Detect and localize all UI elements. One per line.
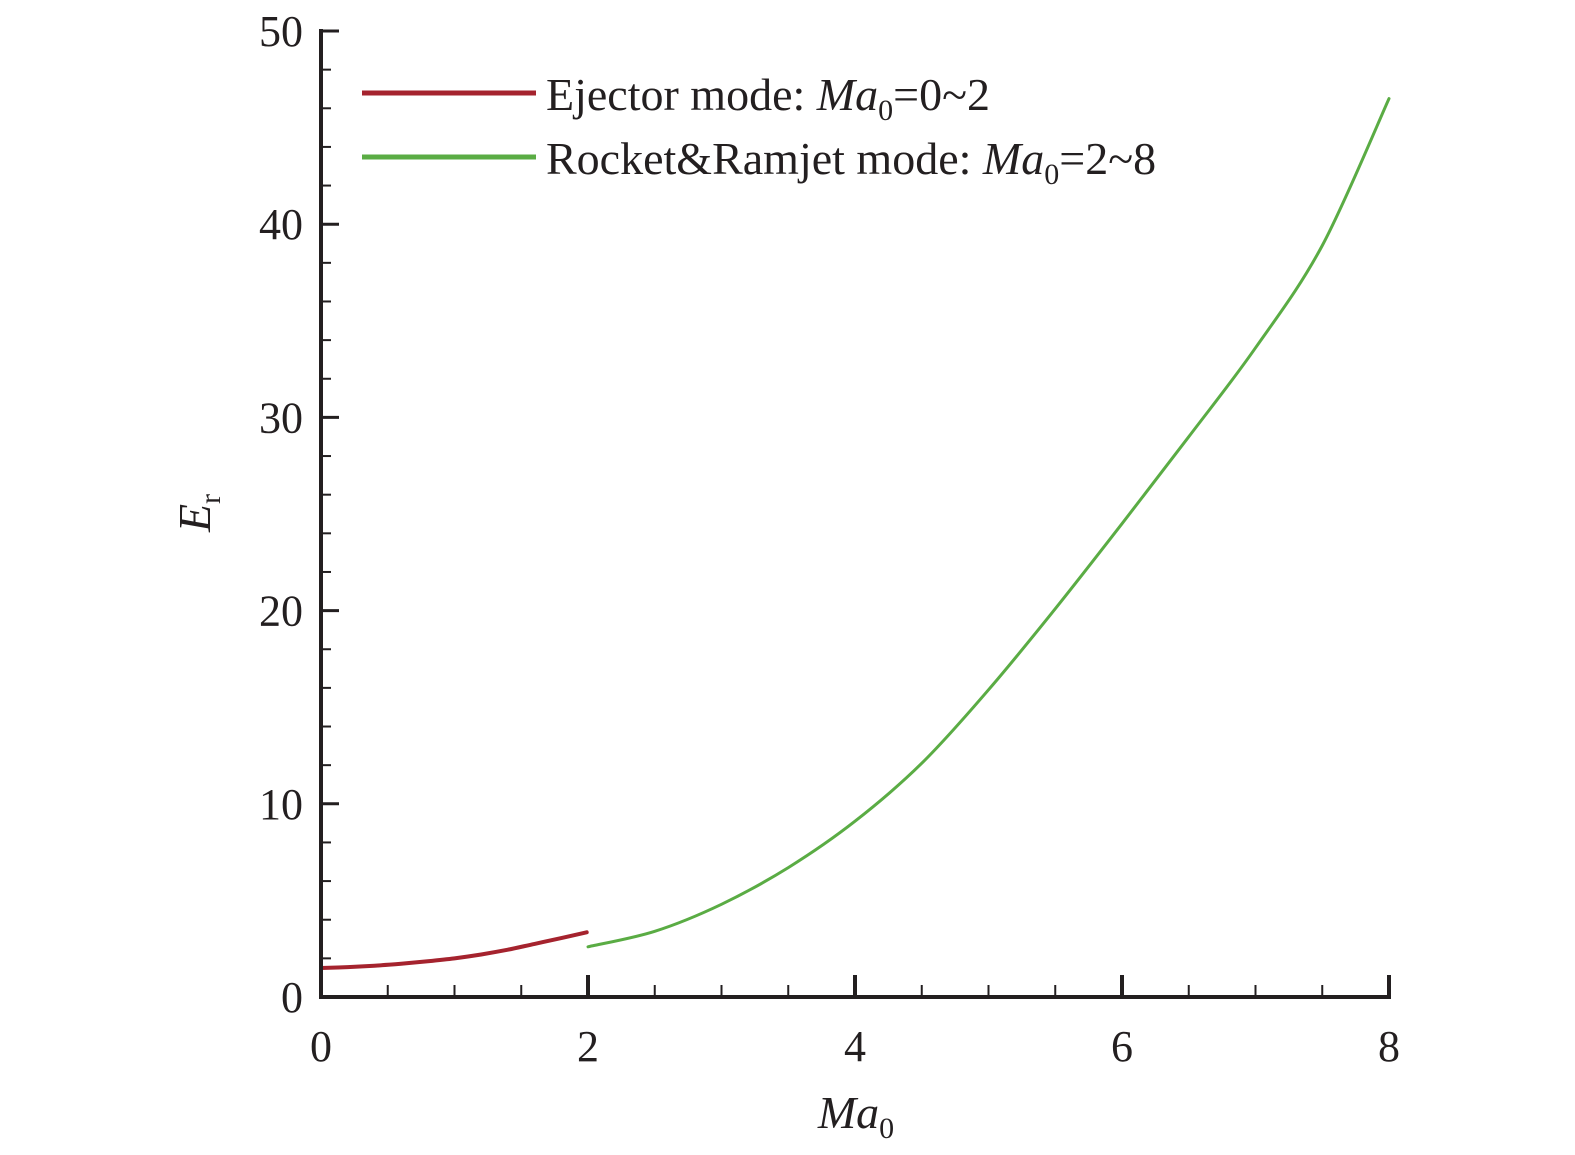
y-tick-label: 50	[259, 7, 303, 56]
y-tick-label: 30	[259, 393, 303, 442]
series-line-rocket-ramjet	[586, 97, 1391, 949]
x-axis-title: Ma0	[817, 1087, 894, 1145]
x-tick-label: 8	[1378, 1022, 1400, 1071]
x-tick-label: 4	[844, 1022, 866, 1071]
legend-label-ejector: Ejector mode:	[546, 69, 817, 120]
data-series	[319, 97, 1391, 970]
x-axis-tick-labels: 0 2 4 6 8	[310, 1022, 1400, 1071]
legend-item-rocket-ramjet: Rocket&Ramjet mode: Ma0=2~8	[362, 133, 1156, 191]
x-tick-label: 6	[1111, 1022, 1133, 1071]
series-line-ejector	[319, 930, 589, 970]
y-axis-title: Er	[169, 494, 227, 533]
svg-text:Er: Er	[169, 494, 227, 533]
legend-item-ejector: Ejector mode: Ma0=0~2	[362, 69, 990, 127]
y-tick-label: 10	[259, 780, 303, 829]
x-tick-label: 2	[577, 1022, 599, 1071]
x-tick-label: 0	[310, 1022, 332, 1071]
legend-label-rocket-ramjet: Rocket&Ramjet mode:	[546, 133, 983, 184]
y-tick-label: 40	[259, 200, 303, 249]
y-axis-tick-labels: 0 10 20 30 40 50	[259, 7, 303, 1022]
y-tick-label: 20	[259, 587, 303, 636]
svg-text:Rocket&Ramjet mode: Ma0=2~8: Rocket&Ramjet mode: Ma0=2~8	[546, 133, 1156, 191]
svg-text:Ejector mode: Ma0=0~2: Ejector mode: Ma0=0~2	[546, 69, 990, 127]
legend: Ejector mode: Ma0=0~2 Rocket&Ramjet mode…	[362, 69, 1156, 191]
y-tick-label: 0	[281, 973, 303, 1022]
x-axis-ticks	[319, 975, 1391, 997]
y-axis-ticks	[321, 29, 339, 999]
